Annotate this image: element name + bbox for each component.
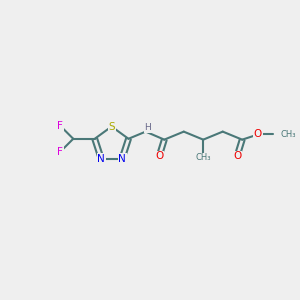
Text: N: N [97, 154, 105, 164]
Text: CH₃: CH₃ [281, 130, 296, 139]
Text: O: O [254, 130, 262, 140]
Text: F: F [57, 121, 63, 131]
Text: N: N [118, 154, 126, 164]
Text: CH₃: CH₃ [196, 153, 211, 162]
Text: H: H [144, 123, 151, 132]
Text: F: F [57, 147, 63, 157]
Text: O: O [155, 151, 163, 161]
Text: O: O [233, 151, 241, 161]
Text: S: S [108, 122, 115, 131]
